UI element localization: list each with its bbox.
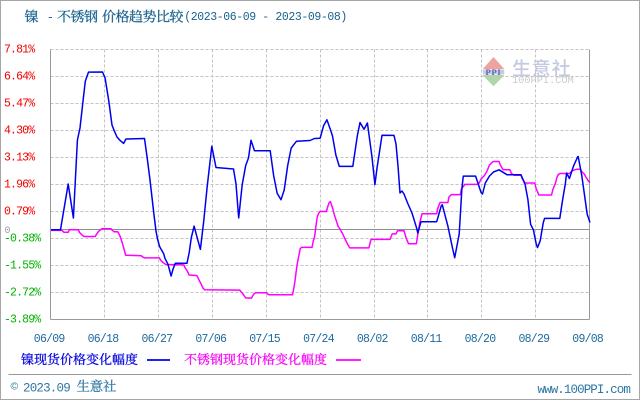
svg-text:07/15: 07/15 — [249, 333, 281, 346]
svg-text:5.47%: 5.47% — [4, 98, 35, 111]
svg-text:©: © — [11, 381, 19, 393]
svg-text:08/02: 08/02 — [357, 333, 389, 346]
svg-text:1.96%: 1.96% — [4, 179, 35, 192]
svg-text:08/11: 08/11 — [411, 333, 443, 346]
svg-text:6.64%: 6.64% — [4, 71, 35, 84]
svg-text:-: - — [47, 10, 54, 24]
svg-text:7.81%: 7.81% — [4, 44, 35, 57]
svg-text:100PPI.COM: 100PPI.COM — [512, 75, 574, 87]
svg-text:4.30%: 4.30% — [4, 125, 35, 138]
svg-text:09/08: 09/08 — [572, 333, 604, 346]
svg-text:06/18: 06/18 — [88, 333, 120, 346]
svg-text:0.79%: 0.79% — [4, 206, 35, 219]
svg-text:3.13%: 3.13% — [4, 152, 35, 165]
svg-text:08/20: 08/20 — [465, 333, 497, 346]
svg-text:PPI: PPI — [485, 67, 501, 77]
svg-text:07/24: 07/24 — [303, 333, 335, 346]
svg-text:-0.38%: -0.38% — [4, 233, 41, 246]
svg-text:06/27: 06/27 — [142, 333, 173, 346]
svg-text:www.100PPI.com: www.100PPI.com — [538, 383, 631, 397]
svg-text:-3.89%: -3.89% — [4, 314, 41, 327]
svg-text:07/06: 07/06 — [195, 333, 227, 346]
svg-text:06/09: 06/09 — [34, 333, 66, 346]
svg-text:2023.09: 2023.09 — [23, 382, 70, 396]
svg-text:-2.72%: -2.72% — [4, 287, 41, 300]
svg-text:08/29: 08/29 — [519, 333, 551, 346]
svg-text:0: 0 — [5, 226, 11, 237]
svg-text:(2023-06-09 - 2023-09-08): (2023-06-09 - 2023-09-08) — [184, 11, 347, 24]
svg-text:-1.55%: -1.55% — [4, 260, 41, 273]
